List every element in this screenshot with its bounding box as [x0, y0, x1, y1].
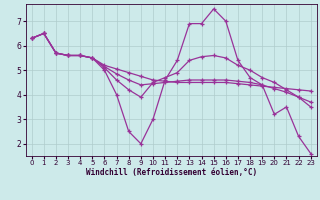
X-axis label: Windchill (Refroidissement éolien,°C): Windchill (Refroidissement éolien,°C) [86, 168, 257, 177]
